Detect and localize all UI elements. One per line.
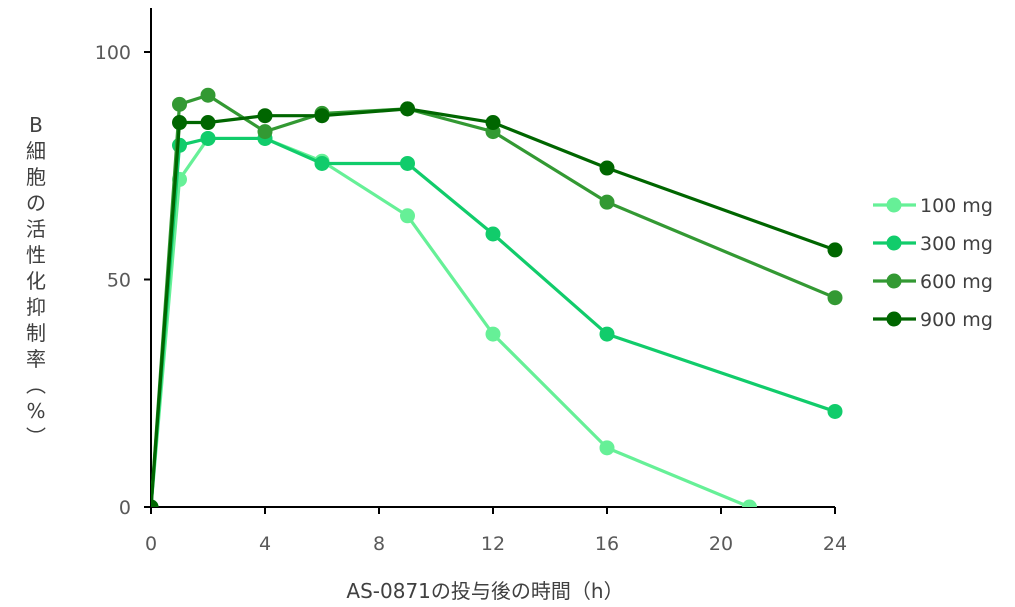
legend-item: 900 mg [873, 309, 993, 331]
legend-marker [886, 311, 902, 327]
data-point [827, 242, 843, 258]
series-line [151, 136, 836, 507]
data-point [400, 101, 415, 117]
series-900-mg [151, 101, 843, 507]
legend-label: 300 mg [920, 233, 993, 255]
legend-item: 100 mg [873, 195, 993, 217]
data-point [400, 208, 415, 224]
data-point [485, 226, 501, 242]
series-300-mg [151, 130, 843, 507]
data-point [599, 160, 615, 176]
data-point [172, 96, 187, 112]
y-tick-label: 50 [107, 270, 131, 292]
x-tick-label: 20 [709, 533, 733, 555]
legend: 100 mg 300 mg 600 mg 900 mg [873, 195, 993, 331]
data-point [742, 499, 757, 507]
legend-label: 600 mg [920, 271, 993, 293]
legend-marker [886, 273, 902, 289]
data-point [200, 87, 216, 103]
y-tick-label: 0 [119, 497, 131, 519]
series-line [151, 93, 836, 507]
x-ticks: 0 4 8 12 16 20 24 [145, 507, 847, 555]
y-tick-label: 100 [95, 42, 131, 64]
data-point [172, 115, 187, 131]
series-600-mg [151, 87, 843, 507]
legend-label: 100 mg [920, 195, 993, 217]
y-axis-title: B 細胞の活性化抑制率︵% ︶ [26, 113, 46, 449]
data-point [485, 115, 501, 131]
data-point [200, 130, 216, 146]
x-tick-label: 12 [481, 533, 505, 555]
x-tick-label: 24 [823, 533, 847, 555]
data-point [314, 108, 330, 124]
data-point [827, 403, 843, 419]
series-layer [151, 87, 843, 507]
x-tick-label: 16 [595, 533, 619, 555]
data-point [200, 115, 216, 131]
data-point [257, 108, 273, 124]
x-tick-label: 4 [259, 533, 271, 555]
data-point [314, 155, 330, 171]
series-line [151, 136, 751, 507]
data-point [257, 124, 273, 140]
series-line [151, 107, 836, 507]
data-point [151, 499, 159, 507]
legend-item: 300 mg [873, 233, 993, 255]
x-tick-label: 0 [145, 533, 157, 555]
legend-marker [886, 197, 902, 213]
legend-item: 600 mg [873, 271, 993, 293]
legend-marker [886, 235, 902, 251]
data-point [485, 326, 501, 342]
data-point [599, 326, 615, 342]
data-point [400, 155, 415, 171]
legend-label: 900 mg [920, 309, 993, 331]
x-tick-label: 8 [373, 533, 385, 555]
data-point [827, 290, 843, 306]
x-axis-title: AS-0871の投与後の時間（h） [346, 579, 623, 603]
y-ticks: 0 50 100 [95, 42, 151, 519]
data-point [599, 194, 615, 210]
data-point [599, 440, 615, 456]
